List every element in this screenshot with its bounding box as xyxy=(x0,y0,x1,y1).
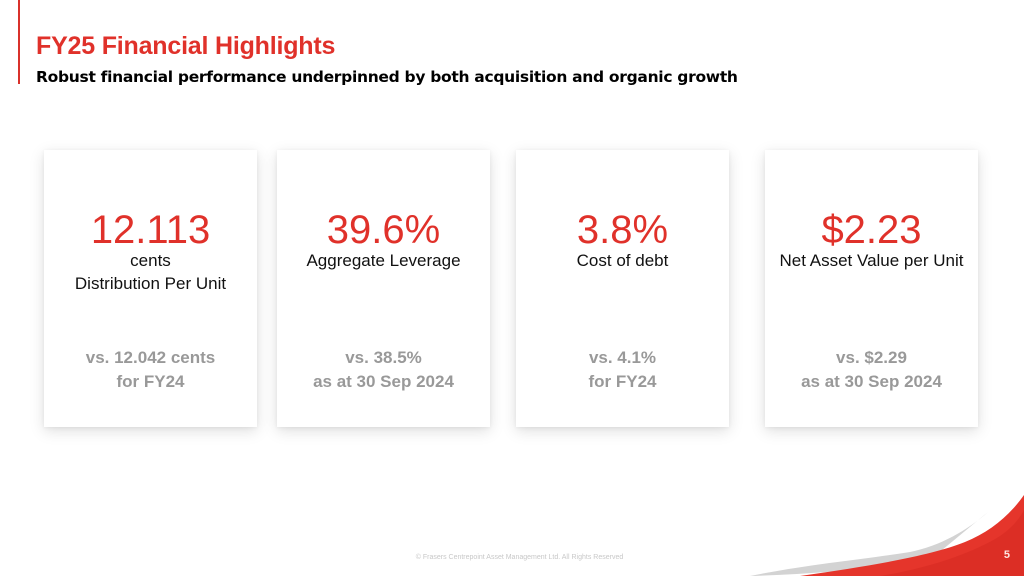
metric-name: Distribution Per Unit xyxy=(74,274,227,293)
metric-value: 12.113 xyxy=(90,208,211,252)
metric-comparison: vs. 4.1% for FY24 xyxy=(516,346,729,394)
comparison-value: vs. 4.1% xyxy=(588,348,657,367)
metric-label: cents Distribution Per Unit xyxy=(34,249,267,295)
comparison-period: as at 30 Sep 2024 xyxy=(313,372,454,391)
metric-label: Aggregate Leverage xyxy=(306,251,461,270)
comparison-period: for FY24 xyxy=(588,372,657,391)
metric-label: Net Asset Value per Unit xyxy=(779,251,964,270)
comparison-value: vs. 38.5% xyxy=(345,348,422,367)
metric-comparison: vs. 12.042 cents for FY24 xyxy=(44,346,257,394)
metric-label: Cost of debt xyxy=(576,251,669,270)
metric-card-cost-of-debt: 3.8% Cost of debt vs. 4.1% for FY24 xyxy=(516,150,729,427)
page-title: FY25 Financial Highlights xyxy=(36,32,336,60)
decorative-swoosh xyxy=(750,495,1024,576)
page-subtitle: Robust financial performance underpinned… xyxy=(36,68,738,86)
metric-value: 39.6% xyxy=(326,208,441,252)
header-accent-bar xyxy=(18,0,20,84)
metric-card-dpu: 12.113 cents Distribution Per Unit vs. 1… xyxy=(44,150,257,427)
footer-copyright: © Frasers Centrepoint Asset Management L… xyxy=(415,554,624,561)
comparison-value: vs. $2.29 xyxy=(836,348,907,367)
page-number: 5 xyxy=(1003,549,1010,561)
metric-value: $2.23 xyxy=(821,208,922,252)
metric-card-nav-per-unit: $2.23 Net Asset Value per Unit vs. $2.29… xyxy=(765,150,978,427)
comparison-period: as at 30 Sep 2024 xyxy=(801,372,942,391)
metric-comparison: vs. $2.29 as at 30 Sep 2024 xyxy=(765,346,978,394)
comparison-value: vs. 12.042 cents xyxy=(85,348,216,367)
metric-card-aggregate-leverage: 39.6% Aggregate Leverage vs. 38.5% as at… xyxy=(277,150,490,427)
metric-value: 3.8% xyxy=(576,208,669,252)
metric-unit: cents xyxy=(130,251,171,270)
metric-comparison: vs. 38.5% as at 30 Sep 2024 xyxy=(277,346,490,394)
comparison-period: for FY24 xyxy=(116,372,185,391)
